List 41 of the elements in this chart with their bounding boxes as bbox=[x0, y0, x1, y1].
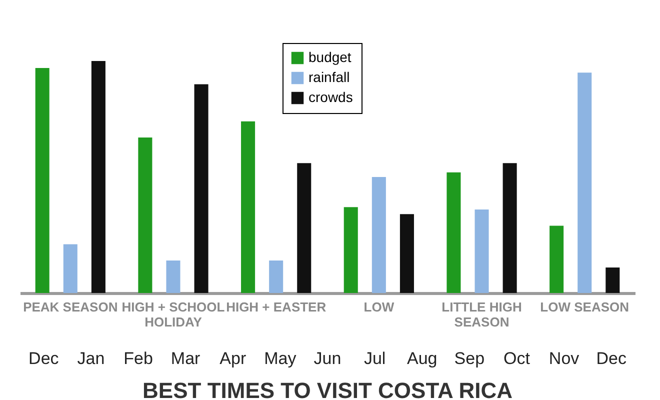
bar bbox=[269, 260, 284, 293]
text: Dec bbox=[28, 349, 60, 368]
x-tick-label: PEAK SEASON bbox=[23, 300, 118, 314]
text: Apr bbox=[220, 349, 246, 368]
bar bbox=[63, 244, 78, 293]
text: Sep bbox=[454, 349, 485, 368]
text: Dec bbox=[596, 349, 627, 368]
text: BEST TIMES TO VISIT COSTA RICA bbox=[142, 378, 513, 400]
text: May bbox=[264, 349, 297, 368]
bar bbox=[550, 226, 564, 293]
bar bbox=[578, 72, 592, 293]
bar bbox=[91, 61, 106, 293]
bar bbox=[297, 163, 312, 293]
bar bbox=[400, 214, 414, 293]
text: Oct bbox=[504, 349, 530, 368]
bar bbox=[344, 207, 358, 293]
bar bbox=[372, 177, 386, 293]
x-tick-label: HIGH + EASTER bbox=[226, 300, 327, 314]
legend-label: rainfall bbox=[308, 69, 350, 85]
text: Aug bbox=[406, 349, 438, 368]
bar bbox=[241, 121, 256, 293]
x-tick-label: LOW bbox=[364, 300, 395, 314]
legend-label: budget bbox=[308, 49, 352, 65]
text: Feb bbox=[124, 349, 153, 368]
text: Mar bbox=[170, 349, 201, 368]
legend-label: crowds bbox=[308, 89, 353, 105]
text: Jul bbox=[364, 349, 386, 368]
bar bbox=[446, 172, 461, 293]
x-tick-label: LOW SEASON bbox=[540, 300, 630, 314]
x-tick-label: HIGH + SCHOOL HOLIDAY bbox=[122, 300, 225, 330]
text: Nov bbox=[548, 349, 580, 368]
bar bbox=[606, 267, 620, 293]
text: Jun bbox=[314, 349, 342, 368]
bar bbox=[166, 260, 180, 293]
bar bbox=[194, 84, 208, 293]
text: Jan bbox=[77, 349, 105, 368]
bar bbox=[138, 138, 152, 293]
bar bbox=[502, 163, 517, 293]
bar bbox=[35, 68, 50, 293]
bar bbox=[474, 209, 489, 293]
x-tick-label: LITTLE HIGH SEASON bbox=[442, 300, 522, 330]
